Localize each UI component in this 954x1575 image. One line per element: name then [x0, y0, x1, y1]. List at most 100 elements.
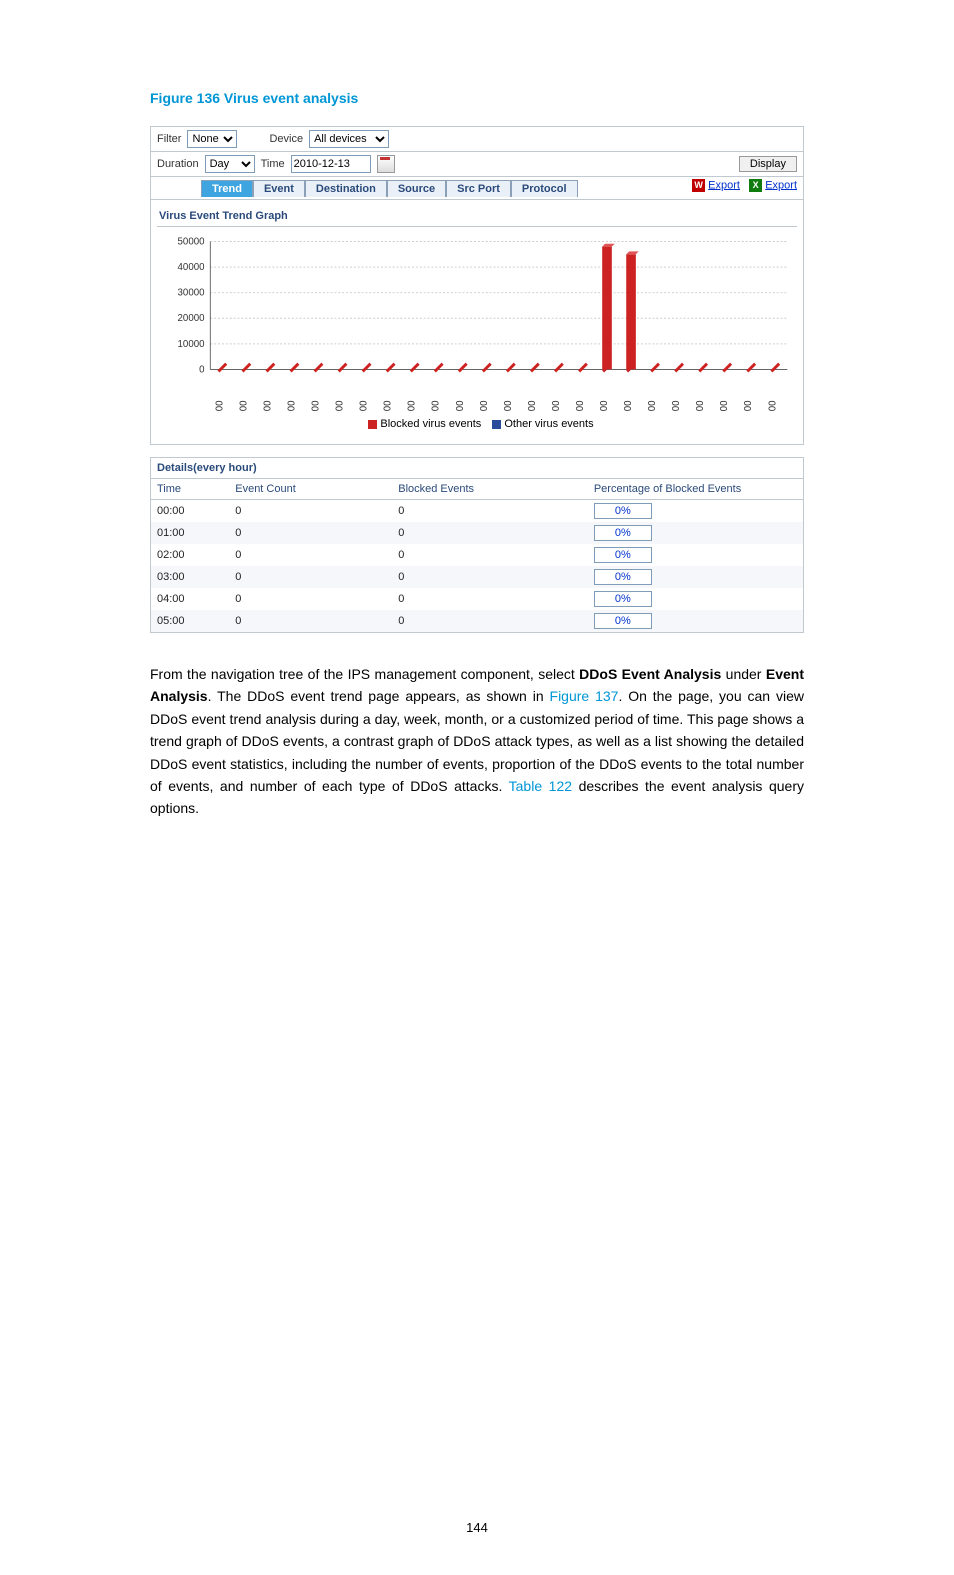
table-row: 01:00000% [151, 522, 803, 544]
svg-text:15:00: 15:00 [575, 400, 586, 411]
legend-swatch-2 [492, 420, 501, 429]
svg-text:20000: 20000 [178, 313, 206, 324]
svg-text:20:00: 20:00 [695, 400, 706, 411]
cell-blocked: 0 [392, 522, 588, 544]
svg-text:50000: 50000 [178, 236, 206, 247]
cell-pct: 0% [588, 610, 803, 632]
tab-source[interactable]: Source [387, 180, 446, 197]
legend-label-1: Blocked virus events [380, 418, 481, 430]
pct-badge[interactable]: 0% [594, 503, 652, 519]
details-table: Time Event Count Blocked Events Percenta… [151, 479, 803, 632]
cell-count: 0 [229, 544, 392, 566]
svg-text:21:00: 21:00 [719, 400, 730, 411]
svg-text:10:00: 10:00 [455, 400, 466, 411]
duration-select[interactable]: Day [205, 155, 255, 173]
cell-count: 0 [229, 522, 392, 544]
cell-pct: 0% [588, 588, 803, 610]
svg-text:17:00: 17:00 [623, 400, 634, 411]
figure-title: Figure 136 Virus event analysis [150, 90, 804, 106]
tab-trend[interactable]: Trend [201, 180, 253, 197]
calendar-icon[interactable] [377, 155, 395, 173]
legend-swatch-1 [368, 420, 377, 429]
chart-title: Virus Event Trend Graph [157, 206, 797, 227]
pct-badge[interactable]: 0% [594, 569, 652, 585]
cell-time: 03:00 [151, 566, 229, 588]
export-links: W Export X Export [692, 179, 797, 192]
pct-badge[interactable]: 0% [594, 613, 652, 629]
svg-text:18:00: 18:00 [647, 400, 658, 411]
details-panel: Details(every hour) Time Event Count Blo… [150, 457, 804, 633]
filter-select[interactable]: None [187, 130, 237, 148]
tab-srcport[interactable]: Src Port [446, 180, 511, 197]
svg-text:22:00: 22:00 [743, 400, 754, 411]
cell-blocked: 0 [392, 588, 588, 610]
export-link-1[interactable]: Export [708, 179, 740, 191]
pct-badge[interactable]: 0% [594, 525, 652, 541]
cell-pct: 0% [588, 566, 803, 588]
svg-text:05:00: 05:00 [335, 400, 346, 411]
virus-trend-chart: 0100002000030000400005000000:0001:0002:0… [157, 231, 797, 411]
cell-blocked: 0 [392, 500, 588, 523]
chart-legend: Blocked virus events Other virus events [157, 414, 797, 438]
display-button[interactable]: Display [739, 156, 797, 172]
link-figure-137[interactable]: Figure 137 [550, 688, 619, 704]
svg-text:12:00: 12:00 [503, 400, 514, 411]
pct-badge[interactable]: 0% [594, 591, 652, 607]
details-header: Details(every hour) [151, 458, 803, 479]
body-paragraph: From the navigation tree of the IPS mana… [150, 663, 804, 820]
svg-text:30000: 30000 [178, 288, 206, 299]
cell-count: 0 [229, 566, 392, 588]
table-row: 02:00000% [151, 544, 803, 566]
cell-blocked: 0 [392, 566, 588, 588]
filter-row-1: Filter None Device All devices [151, 127, 803, 152]
svg-text:06:00: 06:00 [359, 400, 370, 411]
export-link-2[interactable]: Export [765, 179, 797, 191]
col-eventcount: Event Count [229, 479, 392, 500]
svg-text:04:00: 04:00 [311, 400, 322, 411]
svg-text:13:00: 13:00 [527, 400, 538, 411]
export-red-icon: W [692, 179, 705, 192]
chart-area: Virus Event Trend Graph 0 10000 20000 30000… [151, 200, 803, 444]
cell-time: 04:00 [151, 588, 229, 610]
svg-text:09:00: 09:00 [431, 400, 442, 411]
tab-event[interactable]: Event [253, 180, 305, 197]
svg-text:10000: 10000 [178, 339, 206, 350]
svg-text:40000: 40000 [178, 262, 206, 273]
svg-text:02:00: 02:00 [262, 400, 273, 411]
table-row: 04:00000% [151, 588, 803, 610]
cell-count: 0 [229, 500, 392, 523]
tab-protocol[interactable]: Protocol [511, 180, 578, 197]
device-label: Device [269, 133, 303, 145]
cell-pct: 0% [588, 522, 803, 544]
col-time: Time [151, 479, 229, 500]
cell-time: 01:00 [151, 522, 229, 544]
col-pct: Percentage of Blocked Events [588, 479, 803, 500]
pct-badge[interactable]: 0% [594, 547, 652, 563]
time-label: Time [261, 158, 285, 170]
svg-text:16:00: 16:00 [599, 400, 610, 411]
cell-pct: 0% [588, 544, 803, 566]
filter-label: Filter [157, 133, 181, 145]
svg-text:08:00: 08:00 [407, 400, 418, 411]
col-blocked: Blocked Events [392, 479, 588, 500]
export-green-icon: X [749, 179, 762, 192]
legend-label-2: Other virus events [504, 418, 593, 430]
svg-text:03:00: 03:00 [286, 400, 297, 411]
svg-text:0: 0 [199, 364, 205, 375]
svg-text:19:00: 19:00 [671, 400, 682, 411]
cell-blocked: 0 [392, 610, 588, 632]
tab-destination[interactable]: Destination [305, 180, 387, 197]
svg-text:07:00: 07:00 [383, 400, 394, 411]
device-select[interactable]: All devices [309, 130, 389, 148]
filter-row-2: Duration Day Time Display [151, 152, 803, 177]
cell-count: 0 [229, 588, 392, 610]
duration-label: Duration [157, 158, 199, 170]
svg-text:23:00: 23:00 [767, 400, 778, 411]
link-table-122[interactable]: Table 122 [509, 778, 572, 794]
table-row: 03:00000% [151, 566, 803, 588]
page-number: 144 [150, 1520, 804, 1535]
cell-blocked: 0 [392, 544, 588, 566]
cell-time: 02:00 [151, 544, 229, 566]
time-input[interactable] [291, 155, 371, 173]
ui-panel: Filter None Device All devices Duration … [150, 126, 804, 445]
